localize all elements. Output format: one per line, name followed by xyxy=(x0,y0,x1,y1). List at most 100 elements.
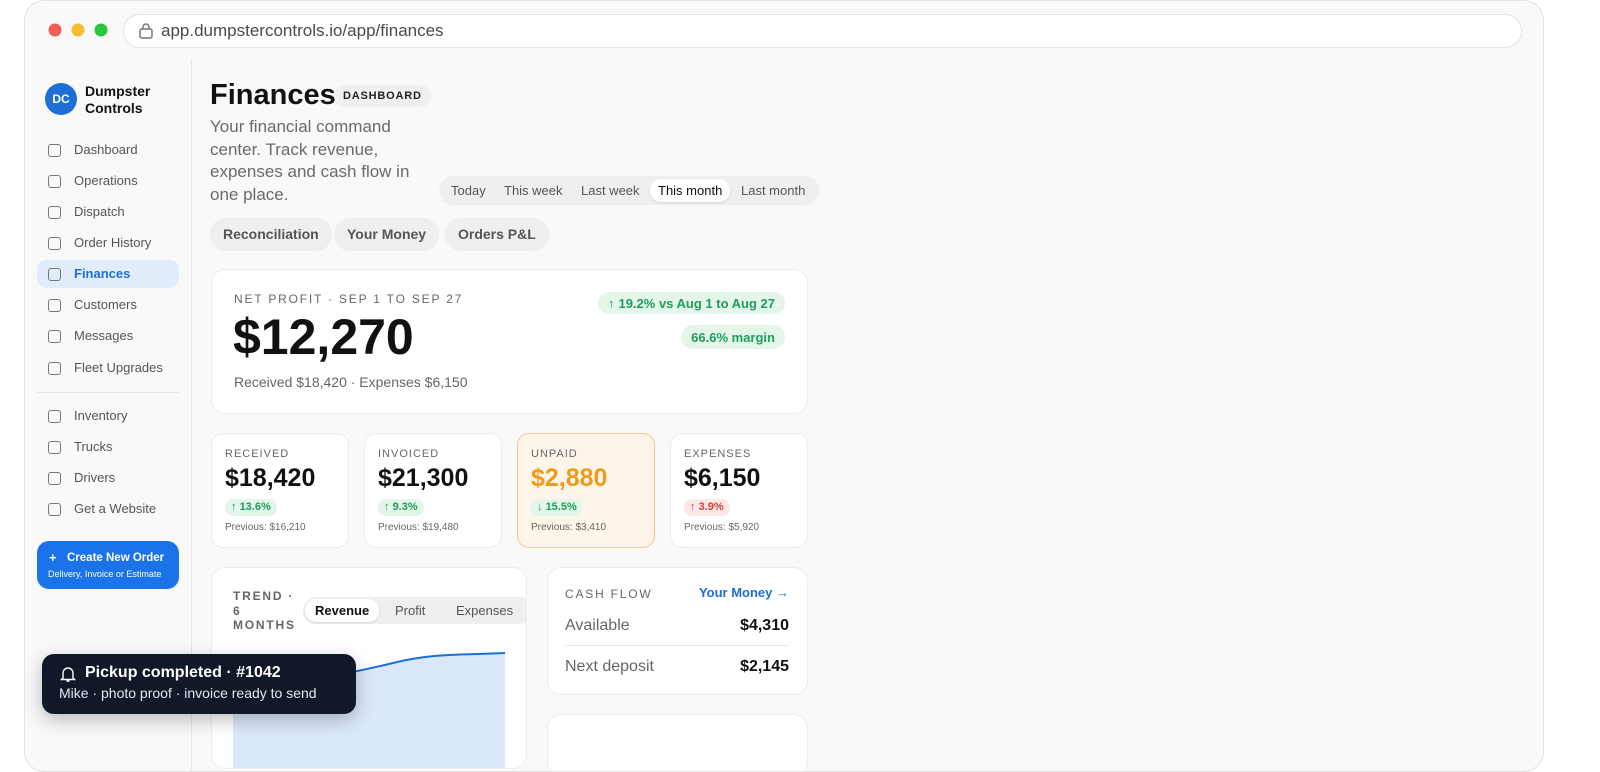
tab[interactable]: Reconciliation xyxy=(210,218,332,251)
period-option[interactable]: This week xyxy=(504,183,563,198)
url-bar[interactable]: app.dumpstercontrols.io/app/finances xyxy=(123,14,1522,48)
arrow-up-icon: ↑ xyxy=(607,295,615,311)
divider xyxy=(37,392,179,393)
plus-icon: + xyxy=(49,550,57,565)
nav-icon xyxy=(48,503,61,516)
net-profit-detail: Received $18,420 · Expenses $6,150 xyxy=(234,374,468,390)
nav-label: Order History xyxy=(74,235,152,250)
kpi-change-text: 3.9% xyxy=(698,501,724,513)
main-content: Finances DASHBOARD Your financial comman… xyxy=(210,1,1540,771)
net-profit-value: $12,270 xyxy=(233,309,414,365)
kpi-previous: Previous: $5,920 xyxy=(684,522,760,533)
trend-title: TREND · 6 MONTHS xyxy=(233,589,296,632)
nav-label: Trucks xyxy=(74,439,113,454)
trend-area xyxy=(233,653,505,768)
lock-icon xyxy=(139,23,153,39)
change-pill: ↑ 19.2% vs Aug 1 to Aug 27 xyxy=(597,292,785,314)
arrow-up-icon: ↑ xyxy=(690,501,699,513)
kpi-label: INVOICED xyxy=(378,448,440,460)
kpi-value: $2,880 xyxy=(531,464,608,492)
kpi-previous: Previous: $16,210 xyxy=(225,522,306,533)
nav-icon xyxy=(48,268,61,281)
page: app.dumpstercontrols.io/app/finances DC … xyxy=(24,0,1544,772)
cta-subtitle: Delivery, Invoice or Estimate xyxy=(48,569,162,579)
your-money-link[interactable]: Your Money → xyxy=(698,585,789,600)
page-subtitle: Your financial command center. Track rev… xyxy=(210,117,410,204)
bell-icon xyxy=(60,667,76,682)
tabs: Reconciliation Your Money Orders P&L xyxy=(210,218,610,252)
kpi-change-text: 9.3% xyxy=(392,501,418,513)
nav-icon xyxy=(48,410,61,423)
logo: DC xyxy=(45,83,77,115)
cash-flow-card: CASH FLOW Your Money → Available $4,310 … xyxy=(547,567,808,695)
arrow-up-icon: ↑ xyxy=(231,501,240,513)
kpi-change: ↑ 9.3% xyxy=(378,499,424,516)
nav-label: Dashboard xyxy=(74,142,138,157)
nav-label: Operations xyxy=(74,173,138,188)
page-title: Finances xyxy=(210,79,336,111)
trend-tab[interactable]: Profit xyxy=(395,603,426,618)
cash-value: $2,145 xyxy=(740,658,789,675)
nav-label: Dispatch xyxy=(74,204,125,219)
cash-value: $4,310 xyxy=(740,617,789,634)
nav-icon xyxy=(48,237,61,250)
kpi-value: $18,420 xyxy=(225,464,316,492)
kpi-value: $6,150 xyxy=(684,464,761,492)
kpi-change: ↓ 15.5% xyxy=(531,499,583,516)
nav-icon xyxy=(48,472,61,485)
net-profit-label: NET PROFIT · SEP 1 TO SEP 27 xyxy=(234,292,464,306)
trend-tabs: Revenue Profit Expenses xyxy=(303,597,526,624)
kpi-value: $21,300 xyxy=(378,464,469,492)
kpi-previous: Previous: $19,480 xyxy=(378,522,459,533)
nav-icon xyxy=(48,330,61,343)
nav-icon xyxy=(48,441,61,454)
nav-label: Inventory xyxy=(74,408,128,423)
cash-label: Available xyxy=(565,617,630,634)
period-option[interactable]: Last week xyxy=(581,183,640,198)
nav-label: Fleet Upgrades xyxy=(74,360,163,375)
nav-label: Drivers xyxy=(74,470,116,485)
toast[interactable]: Pickup completed · #1042 Mike · photo pr… xyxy=(42,654,356,714)
tab[interactable]: Orders P&L xyxy=(445,218,549,251)
trend-tab[interactable]: Revenue xyxy=(305,599,380,622)
period-option[interactable]: Last month xyxy=(741,183,806,198)
divider xyxy=(565,645,789,646)
kpi-card: UNPAID $2,880 ↓ 15.5% Previous: $3,410 xyxy=(517,433,655,548)
cash-flow-title: CASH FLOW xyxy=(565,587,653,601)
window-controls xyxy=(48,23,108,37)
kpi-label: EXPENSES xyxy=(684,448,752,460)
cta-title: Create New Order xyxy=(67,552,165,564)
nav-icon xyxy=(48,144,61,157)
kpi-change: ↑ 13.6% xyxy=(225,499,277,516)
margin-pill: 66.6% margin xyxy=(681,325,785,349)
toast-body: Mike · photo proof · invoice ready to se… xyxy=(59,685,317,701)
browser-window: app.dumpstercontrols.io/app/finances DC … xyxy=(24,0,1544,772)
period-option[interactable]: Today xyxy=(451,183,486,198)
period-option[interactable]: This month xyxy=(650,179,731,202)
arrow-up-icon: ↑ xyxy=(384,501,393,513)
url-text: app.dumpstercontrols.io/app/finances xyxy=(161,21,444,40)
period-selector: Today This week Last week This month Last mo… xyxy=(439,176,819,205)
arrow-down-icon: ↓ xyxy=(537,501,546,513)
kpi-change-text: 13.6% xyxy=(239,501,271,513)
kpi-card: EXPENSES $6,150 ↑ 3.9% Previous: $5,920 xyxy=(670,433,808,548)
brand: Dumpster Controls xyxy=(85,83,151,116)
tab[interactable]: Your Money xyxy=(334,218,440,251)
cash-label: Next deposit xyxy=(565,658,654,675)
kpi-change-text: 15.5% xyxy=(545,501,577,513)
kpi-label: RECEIVED xyxy=(225,448,290,460)
sidebar: DC Dumpster Controls + Create New Order … xyxy=(25,59,192,771)
kpi-label: UNPAID xyxy=(531,448,578,460)
create-order-button[interactable]: + Create New Order Delivery, Invoice or … xyxy=(37,541,179,589)
nav-icon xyxy=(48,175,61,188)
kpi-card: RECEIVED $18,420 ↑ 13.6% Previous: $16,210 xyxy=(211,433,349,548)
card xyxy=(547,714,808,771)
net-profit-card: NET PROFIT · SEP 1 TO SEP 27 $12,270 Rec… xyxy=(211,269,808,414)
change-text: 19.2% vs Aug 1 to Aug 27 xyxy=(618,295,775,311)
nav-label: Customers xyxy=(74,297,137,312)
kpi-card: INVOICED $21,300 ↑ 9.3% Previous: $19,480 xyxy=(364,433,502,548)
nav-icon xyxy=(48,299,61,312)
trend-tab[interactable]: Expenses xyxy=(456,603,514,618)
toast-title: Pickup completed · #1042 xyxy=(85,664,281,681)
link-text: Your Money xyxy=(698,585,773,600)
